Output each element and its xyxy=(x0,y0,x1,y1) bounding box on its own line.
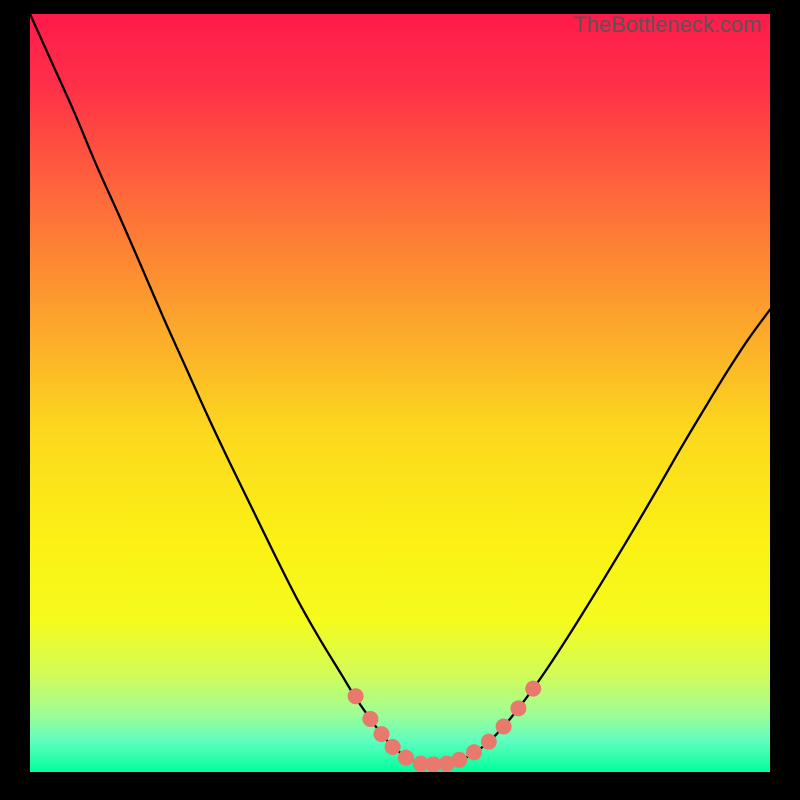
data-marker xyxy=(451,752,467,768)
data-marker xyxy=(525,681,541,697)
chart-canvas: TheBottleneck.com xyxy=(0,0,800,800)
curve-left-curve xyxy=(30,14,430,764)
curves-overlay xyxy=(30,14,770,772)
data-marker xyxy=(481,734,497,750)
data-marker xyxy=(374,726,390,742)
data-marker xyxy=(362,711,378,727)
data-marker xyxy=(496,719,512,735)
data-marker xyxy=(398,750,414,766)
data-marker xyxy=(348,688,364,704)
curve-right-curve xyxy=(430,310,770,765)
data-marker xyxy=(510,700,526,716)
plot-area: TheBottleneck.com xyxy=(30,14,770,772)
data-marker xyxy=(385,739,401,755)
watermark-text: TheBottleneck.com xyxy=(574,12,762,38)
data-marker xyxy=(466,744,482,760)
